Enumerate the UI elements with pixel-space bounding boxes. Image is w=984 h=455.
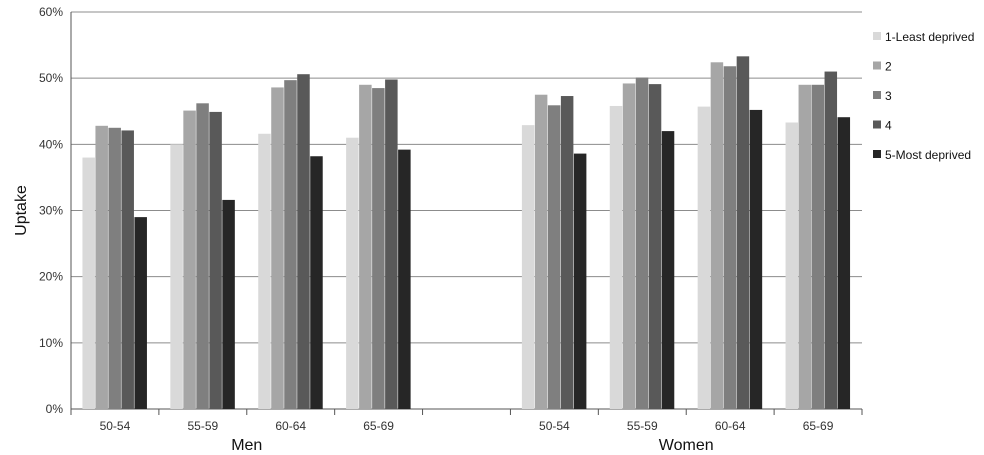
bar-women-65-69-series-5	[837, 117, 851, 409]
bar-men-50-54-series-2	[95, 125, 108, 409]
y-tick-label: 40%	[39, 137, 63, 151]
bar-men-60-64-series-4	[297, 74, 310, 410]
bar-men-55-59-series-3	[196, 103, 209, 409]
bar-men-65-69-series-1	[346, 137, 359, 409]
bar-men-60-64-series-3	[284, 80, 297, 409]
bar-women-50-54-series-1	[521, 125, 535, 410]
group-label-men: Men	[231, 437, 262, 454]
group-label-women: Women	[659, 437, 714, 454]
y-axis-title: Uptake	[13, 185, 30, 236]
bar-women-65-69-series-2	[798, 84, 812, 410]
bar-women-50-54-series-3	[547, 105, 561, 410]
bar-women-65-69-series-4	[824, 71, 838, 410]
bar-men-55-59-series-1	[170, 144, 183, 410]
bar-women-55-59-series-1	[609, 105, 623, 409]
bar-women-55-59-series-2	[622, 83, 636, 410]
bar-women-60-64-series-3	[723, 66, 737, 410]
y-tick-label: 10%	[39, 336, 63, 350]
x-category-label: 50-54	[100, 419, 131, 433]
x-category-label: 65-69	[363, 419, 394, 433]
bar-men-50-54-series-3	[108, 127, 121, 410]
x-category-label: 60-64	[715, 419, 746, 433]
x-category-label: 65-69	[803, 419, 834, 433]
legend-swatch	[873, 61, 881, 70]
bar-women-55-59-series-4	[648, 84, 662, 409]
legend-label: 1-Least deprived	[885, 30, 974, 44]
bar-women-60-64-series-2	[710, 62, 724, 409]
bar-women-60-64-series-5	[749, 109, 763, 409]
legend-label: 2	[885, 60, 892, 74]
y-tick-label: 30%	[39, 204, 63, 218]
y-tick-label: 20%	[39, 270, 63, 284]
bar-women-60-64-series-1	[697, 106, 711, 409]
bar-women-65-69-series-3	[811, 84, 825, 410]
bar-women-50-54-series-4	[560, 96, 574, 409]
bar-men-50-54-series-4	[121, 130, 134, 409]
bar-women-50-54-series-5	[573, 153, 587, 409]
bar-men-65-69-series-3	[372, 88, 385, 409]
x-category-label: 50-54	[539, 419, 570, 433]
bar-women-55-59-series-3	[635, 77, 649, 409]
bar-women-50-54-series-2	[534, 94, 548, 409]
bar-men-55-59-series-4	[209, 111, 222, 409]
bar-women-60-64-series-4	[736, 56, 750, 409]
legend-swatch	[873, 150, 881, 158]
legend-swatch	[873, 91, 881, 99]
bar-women-65-69-series-1	[785, 122, 799, 409]
x-category-label: 60-64	[275, 419, 306, 433]
bar-men-55-59-series-5	[222, 199, 235, 409]
legend-label: 3	[885, 89, 892, 103]
bar-men-55-59-series-2	[183, 110, 196, 410]
legend-swatch	[873, 120, 881, 129]
bar-men-65-69-series-2	[359, 84, 372, 410]
y-tick-label: 60%	[39, 5, 63, 19]
bar-women-55-59-series-5	[661, 131, 675, 409]
bar-men-65-69-series-5	[398, 149, 411, 410]
bar-men-60-64-series-2	[271, 87, 284, 410]
y-tick-label: 0%	[46, 402, 64, 416]
y-tick-label: 50%	[39, 71, 63, 85]
bar-men-60-64-series-5	[310, 156, 323, 409]
bar-men-50-54-series-5	[134, 217, 147, 409]
x-category-label: 55-59	[627, 419, 658, 433]
bar-men-60-64-series-1	[258, 133, 271, 409]
legend-swatch	[873, 32, 881, 40]
bar-men-65-69-series-4	[385, 79, 398, 410]
legend-label: 4	[885, 119, 892, 133]
legend-label: 5-Most deprived	[885, 148, 971, 162]
x-category-label: 55-59	[187, 419, 218, 433]
bar-men-50-54-series-1	[82, 157, 95, 409]
